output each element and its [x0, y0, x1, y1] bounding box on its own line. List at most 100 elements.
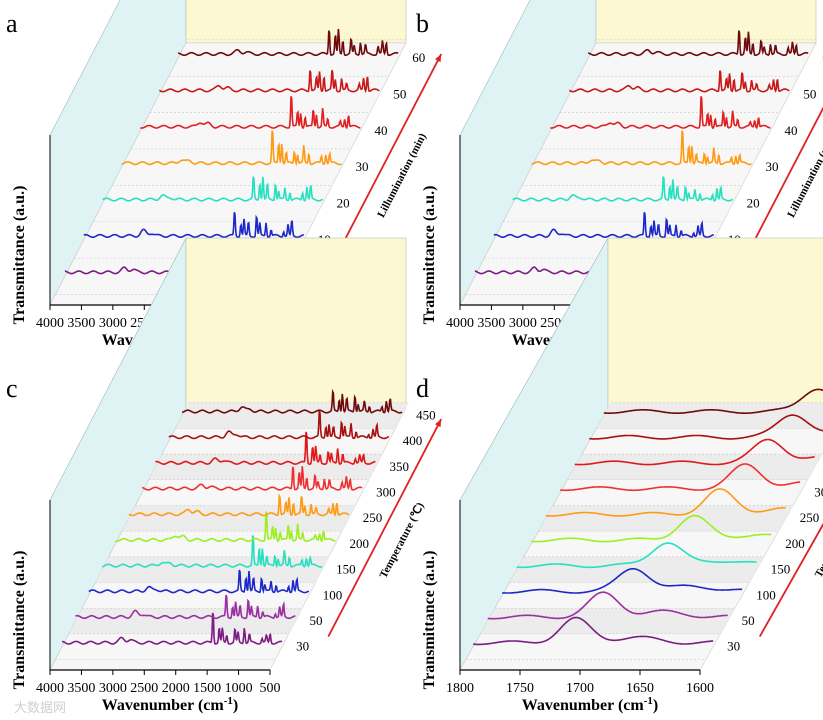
z-tick-label: 400	[403, 433, 423, 448]
floor-band	[68, 608, 303, 634]
z-tick-label: 30	[356, 159, 369, 174]
spectrum-line-100	[502, 568, 743, 594]
z-tick-label: 30	[727, 639, 740, 654]
z-tick-label: 300	[376, 485, 396, 500]
spectrum-line-250	[128, 493, 350, 517]
spectrum-line-400	[589, 414, 823, 440]
x-tick-label: 2000	[162, 681, 190, 696]
spectrum-line-50	[75, 594, 296, 620]
floor-band	[538, 505, 793, 532]
z-tick-label: 450	[416, 408, 436, 423]
z-tick-label: 50	[742, 613, 755, 628]
spectrum-line-350	[155, 431, 376, 466]
x-tick-label: 3500	[477, 316, 505, 331]
spectrum-line-450	[603, 388, 823, 414]
x-tick-label: 4000	[36, 681, 64, 696]
x-axis-label-main: Wavenumber (cm	[102, 697, 225, 714]
x-tick-label: 1700	[566, 681, 594, 696]
x-axis-label-sup: -1	[224, 695, 233, 707]
z-tick-label: 30	[766, 159, 779, 174]
spectrum-line-30	[531, 130, 752, 167]
y-axis-label: Transmittance (a.u.)	[421, 551, 438, 690]
x-tick-label: 3000	[99, 681, 127, 696]
floor-band	[596, 402, 823, 429]
back-wall	[607, 237, 823, 409]
z-tick-label: 350	[389, 459, 409, 474]
spectrum-line-60	[587, 30, 809, 57]
z-tick-label: 40	[374, 123, 387, 138]
z-tick-label: 200	[785, 536, 805, 551]
spectrum-line-150	[101, 535, 323, 569]
z-tick-label: 200	[349, 536, 369, 551]
panel-letter: c	[6, 374, 18, 403]
x-tick-label: 3500	[67, 316, 95, 331]
spectrum-line-40	[550, 96, 771, 130]
y-axis-label: Transmittance (a.u.)	[11, 186, 28, 325]
floor-band	[122, 505, 356, 532]
back-wall	[185, 0, 407, 44]
floor-band	[175, 402, 409, 429]
spectrum-line-10	[83, 211, 305, 239]
spectrum-line-50	[158, 70, 380, 94]
x-axis-label-main: Wavenumber (cm	[522, 697, 645, 714]
spectrum-line-100	[88, 569, 310, 595]
x-tick-label: 4000	[446, 316, 474, 331]
z-arrow	[737, 106, 823, 272]
z-tick-label: 50	[803, 86, 816, 101]
x-tick-label: 1600	[686, 681, 714, 696]
x-axis-label-close: )	[233, 697, 238, 714]
z-tick-label: 150	[336, 562, 356, 577]
z-tick-label: 20	[747, 196, 760, 211]
x-tick-label: 3500	[67, 681, 95, 696]
y-axis-label: Transmittance (a.u.)	[11, 551, 28, 690]
spectrum-line-50	[487, 591, 728, 620]
spectrum-line-150	[516, 542, 757, 569]
z-arrow-head	[435, 419, 442, 428]
spectrum-line-10	[493, 211, 715, 239]
floor-band	[95, 556, 329, 583]
z-tick-label: 50	[393, 86, 406, 101]
z-tick-label: 100	[756, 587, 776, 602]
z-axis-label: Temperature (℃)	[378, 500, 427, 580]
panel-letter: a	[6, 9, 18, 38]
z-arrow	[758, 522, 823, 638]
z-arrow	[327, 53, 442, 272]
x-axis-label-close: )	[653, 697, 658, 714]
z-tick-label: 30	[296, 639, 309, 654]
floor-band	[480, 608, 735, 634]
spectrum-line-20	[102, 176, 324, 202]
y-axis-label: Transmittance (a.u.)	[421, 186, 438, 325]
x-axis-label: Wavenumber (cm-1)	[102, 695, 238, 714]
x-axis-label-sup: -1	[644, 695, 653, 707]
z-tick-label: 50	[309, 613, 322, 628]
back-wall	[185, 237, 407, 409]
x-axis-label: Wavenumber (cm-1)	[522, 695, 658, 714]
x-tick-label: 1500	[193, 681, 221, 696]
z-tick-label: 250	[800, 510, 820, 525]
x-tick-label: 1000	[225, 681, 253, 696]
x-tick-label: 3000	[99, 316, 127, 331]
panel-letter: b	[416, 9, 429, 38]
spectrum-line-30	[121, 130, 342, 167]
z-arrow	[327, 418, 442, 637]
spectrum-line-40	[140, 96, 361, 130]
spectrum-line-200	[531, 514, 772, 543]
spectrum-line-250	[545, 488, 786, 517]
z-tick-label: 250	[363, 510, 383, 525]
watermark-text: 大数据网	[14, 701, 66, 716]
z-tick-label: 60	[412, 50, 425, 65]
x-tick-label: 500	[260, 681, 281, 696]
spectrum-line-60	[177, 28, 399, 57]
spectrum-line-300	[560, 463, 801, 492]
x-tick-label: 4000	[36, 316, 64, 331]
spectrum-line-20	[512, 176, 734, 203]
z-tick-label: 100	[323, 587, 343, 602]
spectrum-line-200	[115, 511, 336, 543]
x-tick-label: 1750	[506, 681, 534, 696]
spectrum-line-30	[61, 612, 283, 645]
spectrum-line-30	[473, 616, 714, 646]
spectrum-line-300	[141, 466, 363, 491]
x-tick-label: 1800	[446, 681, 474, 696]
